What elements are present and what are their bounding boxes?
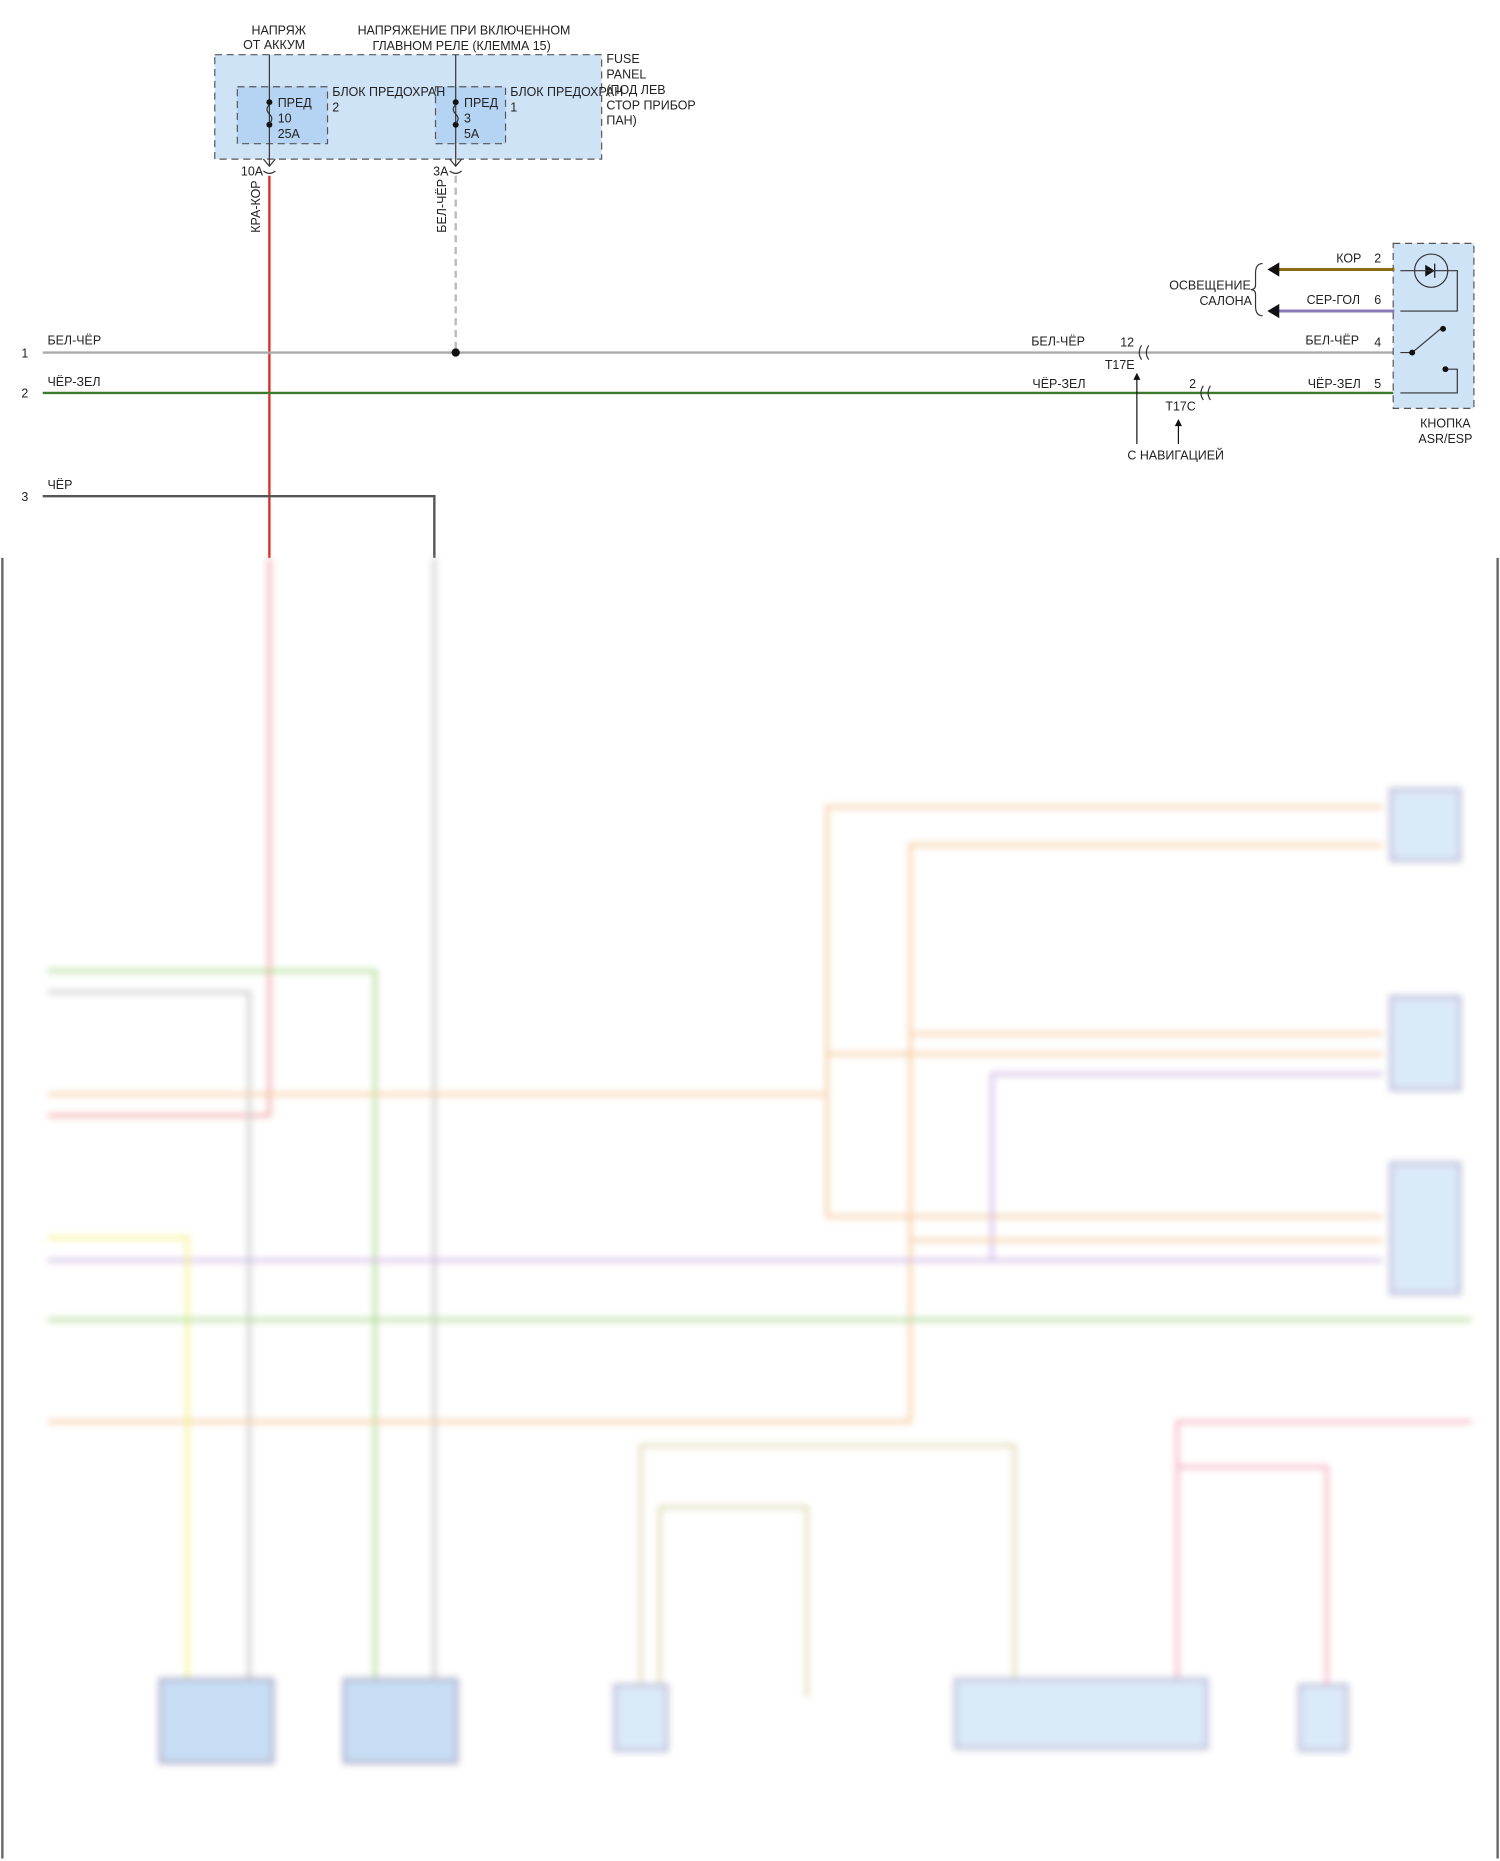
svg-text:12: 12 — [1120, 336, 1134, 350]
svg-text:3A: 3A — [433, 165, 449, 179]
svg-text:БЛОК ПРЕДОХРАН: БЛОК ПРЕДОХРАН — [332, 85, 445, 99]
svg-text:2: 2 — [1189, 377, 1196, 391]
svg-text:БЛОК ПРЕДОХРАН: БЛОК ПРЕДОХРАН — [510, 85, 623, 99]
svg-text:ГЛАВНОМ РЕЛЕ (КЛЕММА 15): ГЛАВНОМ РЕЛЕ (КЛЕММА 15) — [372, 39, 550, 53]
svg-text:6: 6 — [1374, 293, 1381, 307]
svg-text:(ПОД ЛЕВ: (ПОД ЛЕВ — [606, 83, 665, 97]
asr-esp-switch: ОСВЕЩЕНИЕ САЛОНА КОР 2 СЕР-ГОЛ 6 БЕЛ-ЧЁР… — [1169, 242, 1475, 446]
svg-text:СЕР-ГОЛ: СЕР-ГОЛ — [1307, 293, 1361, 307]
svg-text:САЛОНА: САЛОНА — [1200, 294, 1253, 308]
svg-text:25A: 25A — [278, 127, 301, 141]
svg-text:4: 4 — [1374, 336, 1381, 350]
svg-text:2: 2 — [332, 101, 339, 115]
wire-label: ЧЁР-ЗЕЛ — [47, 375, 100, 389]
fuse-panel: НАПРЯЖ ОТ АККУМ НАПРЯЖЕНИЕ ПРИ ВКЛЮЧЕННО… — [214, 24, 696, 233]
svg-text:ПАН): ПАН) — [606, 114, 636, 128]
svg-text:2: 2 — [21, 387, 28, 401]
fuse-panel-label: FUSE — [606, 52, 639, 66]
svg-text:ОСВЕЩЕНИЕ: ОСВЕЩЕНИЕ — [1169, 279, 1251, 293]
svg-text:БЕЛ-ЧЁР: БЕЛ-ЧЁР — [1305, 333, 1359, 347]
svg-text:ОТ АККУМ: ОТ АККУМ — [243, 38, 305, 52]
connector-t17e: T17E — [1105, 358, 1135, 372]
svg-text:ПРЕД: ПРЕД — [278, 96, 313, 110]
svg-text:КНОПКА: КНОПКА — [1420, 416, 1471, 430]
svg-text:5: 5 — [1374, 377, 1381, 391]
svg-text:ЧЁР-ЗЕЛ: ЧЁР-ЗЕЛ — [1308, 377, 1361, 391]
wire-label: БЕЛ-ЧЁР — [47, 333, 101, 347]
wire-label: ЧЁР — [47, 478, 72, 492]
svg-text:10A: 10A — [241, 165, 264, 179]
fuse-block-2 — [236, 86, 329, 145]
svg-text:2: 2 — [1374, 251, 1381, 265]
navigation-note: С НАВИГАЦИЕЙ — [1127, 447, 1224, 462]
wires-top: 1 2 3 БЕЛ-ЧЁР ЧЁР-ЗЕЛ ЧЁР — [21, 175, 1395, 558]
svg-text:10: 10 — [278, 111, 292, 125]
svg-text:1: 1 — [21, 346, 28, 360]
supply-label: НАПРЯЖЕНИЕ ПРИ ВКЛЮЧЕННОМ — [358, 24, 571, 38]
svg-text:3: 3 — [464, 111, 471, 125]
wire-row-3 — [42, 494, 436, 558]
fuse-block-1 — [434, 86, 507, 145]
svg-text:ASR/ESP: ASR/ESP — [1418, 432, 1472, 446]
svg-text:БЕЛ-ЧЁР: БЕЛ-ЧЁР — [1031, 334, 1085, 348]
connector-t17c: T17C — [1165, 400, 1195, 414]
svg-text:PANEL: PANEL — [606, 67, 646, 81]
svg-text:5A: 5A — [464, 127, 480, 141]
svg-text:КОР: КОР — [1336, 251, 1361, 265]
svg-text:ПРЕД: ПРЕД — [464, 96, 499, 110]
svg-text:1: 1 — [510, 101, 517, 115]
wire-label: БЕЛ-ЧЁР — [435, 179, 449, 233]
wire-label: КРА-КОР — [249, 180, 263, 232]
svg-text:ЧЁР-ЗЕЛ: ЧЁР-ЗЕЛ — [1032, 377, 1085, 391]
supply-label: НАПРЯЖ — [252, 24, 307, 38]
connectors: БЕЛ-ЧЁР 12 T17E ЧЁР-ЗЕЛ 2 T17C С НАВИГАЦ… — [1031, 334, 1224, 462]
svg-text:СТОР ПРИБОР: СТОР ПРИБОР — [606, 98, 695, 112]
blurred-lower-diagram — [47, 557, 1472, 1765]
svg-text:3: 3 — [21, 490, 28, 504]
